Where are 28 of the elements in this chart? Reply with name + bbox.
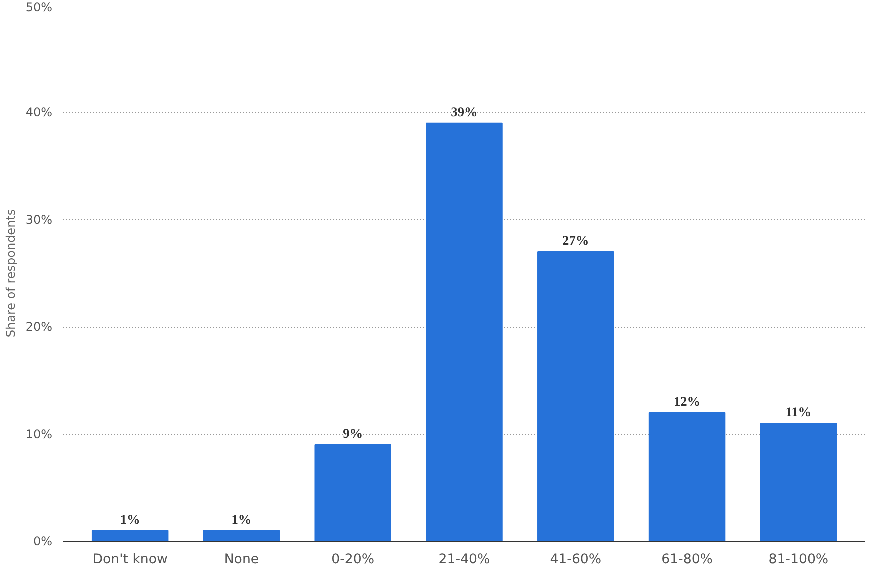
data-label: 9% [343,426,364,442]
y-tick-label: 20% [26,320,52,334]
data-label: 11% [786,404,812,420]
data-label: 12% [674,394,701,409]
x-tick-label: 0-20% [332,552,375,568]
x-tick-label: None [224,552,260,568]
y-axis-title: Share of respondents [4,209,18,338]
data-label: 39% [451,104,478,120]
y-tick-label: 50% [26,0,52,14]
y-tick-label: 10% [26,427,52,442]
bar [92,530,169,542]
bar [760,423,838,542]
bar [426,122,503,542]
bar [538,252,614,542]
bar [203,530,280,542]
x-tick-label: 41-60% [550,552,602,568]
y-tick-label: 0% [33,534,53,548]
x-tick-label: 61-80% [662,552,713,568]
data-label: 1% [120,512,140,527]
x-tick-label: 81-100% [768,552,829,568]
x-tick-label: 21-40% [438,552,490,568]
y-tick-label: 40% [26,106,52,120]
y-tick-label: 30% [26,212,52,227]
bar [648,412,726,542]
data-label: 27% [562,233,590,248]
data-label: 1% [232,512,252,527]
x-tick-label: Don't know [92,552,168,568]
bar [314,444,392,542]
